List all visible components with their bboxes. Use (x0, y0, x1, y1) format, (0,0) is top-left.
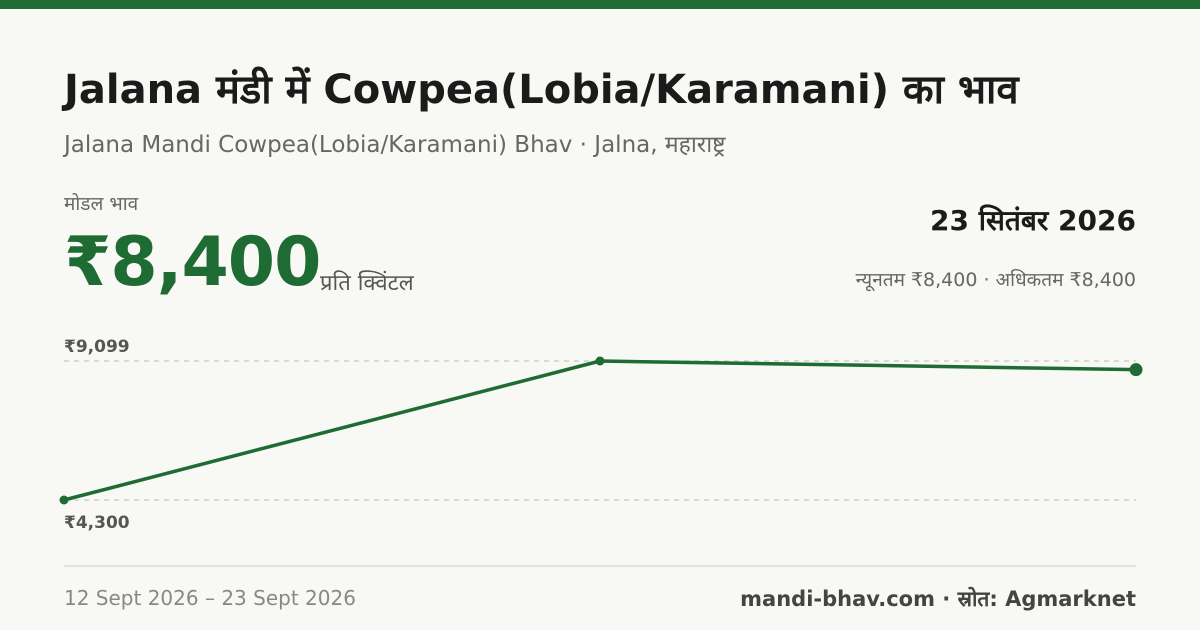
model-price-label: मोडल भाव (64, 193, 139, 215)
top-accent-bar (0, 0, 1200, 9)
price-date: 23 सितंबर 2026 (930, 204, 1136, 237)
price-series-line (63, 359, 1137, 502)
model-price-value: ₹8,400 (64, 223, 321, 302)
page-title: Jalana मंडी में Cowpea(Lobia/Karamani) क… (64, 67, 1019, 113)
footer-date-range: 12 Sept 2026 – 23 Sept 2026 (64, 586, 356, 610)
min-max-range: न्यूनतम ₹8,400 · अधिकतम ₹8,400 (855, 269, 1136, 291)
footer-source: mandi-bhav.com · स्रोत: Agmarknet (740, 587, 1136, 611)
price-unit: प्रति क्विंटल (320, 271, 414, 296)
y-tick-max: ₹9,099 (64, 337, 130, 357)
data-point-2 (1129, 363, 1143, 377)
page-subtitle: Jalana Mandi Cowpea(Lobia/Karamani) Bhav… (64, 132, 726, 158)
y-tick-min: ₹4,300 (64, 513, 130, 533)
data-point-0 (59, 495, 69, 505)
data-point-1 (595, 356, 605, 366)
